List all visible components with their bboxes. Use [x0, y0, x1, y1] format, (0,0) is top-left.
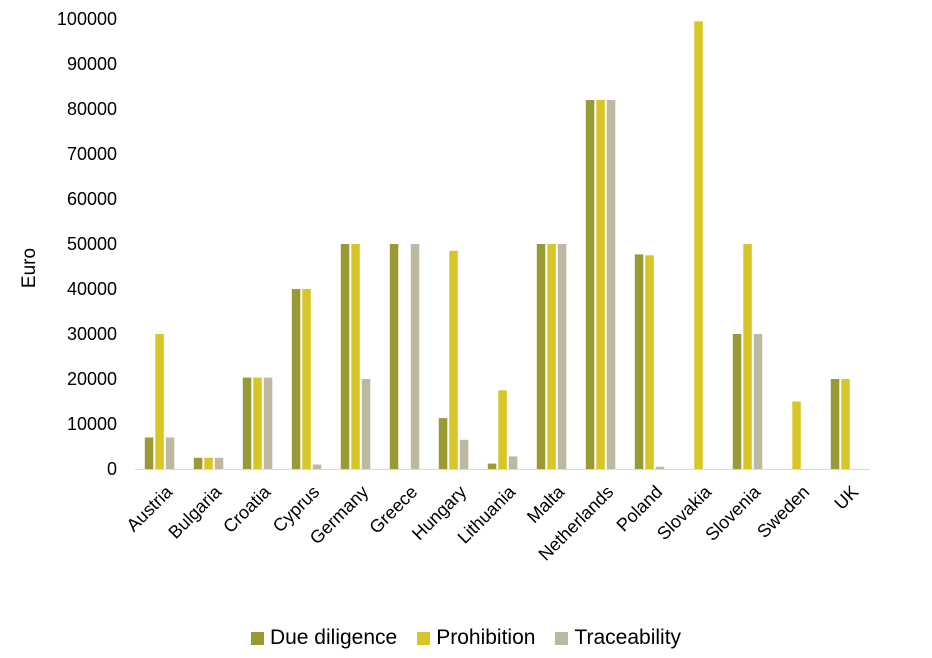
bar-due-diligence-netherlands: [585, 100, 595, 469]
x-tick-label: Sweden: [753, 482, 813, 542]
legend-swatch: [555, 631, 569, 645]
x-tick-label: UK: [830, 482, 862, 514]
bar-prohibition-austria: [155, 334, 164, 469]
legend-swatch: [417, 631, 431, 645]
y-tick-label: 20000: [67, 369, 117, 389]
x-tick-label: Slovenia: [701, 481, 765, 545]
legend-label: Prohibition: [436, 626, 536, 649]
x-tick-label: Malta: [523, 481, 569, 527]
y-tick-label: 40000: [67, 279, 117, 299]
bar-traceability-lithuania: [508, 456, 518, 469]
bar-prohibition-poland: [645, 255, 654, 470]
bar-due-diligence-cyprus: [291, 289, 301, 469]
y-tick-label: 30000: [67, 324, 117, 344]
bar-traceability-malta: [557, 244, 567, 469]
y-tick-label: 50000: [67, 234, 117, 254]
legend-item: Prohibition: [417, 626, 535, 650]
bar-traceability-hungary: [459, 439, 469, 470]
bar-prohibition-sweden: [792, 401, 801, 469]
bar-prohibition-uk: [841, 379, 850, 469]
y-tick-label: 90000: [67, 54, 117, 74]
bar-prohibition-hungary: [449, 250, 458, 470]
bar-traceability-poland: [655, 466, 665, 470]
bar-due-diligence-germany: [340, 244, 350, 469]
bar-due-diligence-hungary: [438, 418, 448, 469]
bar-prohibition-lithuania: [498, 390, 507, 470]
legend-label: Due diligence: [269, 626, 398, 649]
bar-due-diligence-croatia: [242, 377, 252, 469]
bar-prohibition-malta: [547, 244, 556, 469]
y-tick-label: 60000: [67, 189, 117, 209]
legend-label: Traceability: [574, 626, 682, 649]
legend-item: Due diligence: [250, 626, 398, 650]
bar-traceability-cyprus: [312, 464, 322, 469]
bar-traceability-slovenia: [753, 334, 763, 469]
x-tick-label: Bulgaria: [164, 481, 226, 543]
y-axis-title: Euro: [19, 248, 40, 288]
bar-due-diligence-slovenia: [732, 334, 742, 469]
legend: Due diligence Prohibition Traceability: [0, 626, 932, 650]
y-tick-label: 0: [107, 459, 117, 479]
bar-due-diligence-bulgaria: [193, 457, 203, 470]
bar-traceability-bulgaria: [214, 457, 224, 470]
bar-prohibition-netherlands: [596, 100, 605, 469]
legend-swatch: [250, 631, 264, 645]
x-axis-ticks: AustriaBulgariaCroatiaCyprusGermanyGreec…: [123, 481, 863, 564]
bar-traceability-greece: [410, 244, 420, 469]
bar-prohibition-croatia: [253, 377, 262, 469]
bar-due-diligence-poland: [634, 254, 644, 469]
x-tick-label: Croatia: [219, 481, 275, 537]
bar-traceability-austria: [165, 437, 175, 469]
y-tick-label: 70000: [67, 144, 117, 164]
bar-prohibition-germany: [351, 244, 360, 469]
legend-item: Traceability: [555, 626, 681, 650]
bar-traceability-croatia: [263, 377, 273, 469]
bar-prohibition-slovenia: [743, 244, 752, 469]
bar-due-diligence-greece: [389, 244, 399, 469]
y-tick-label: 10000: [67, 414, 117, 434]
bar-due-diligence-uk: [830, 379, 840, 469]
bar-prohibition-slovakia: [694, 21, 703, 470]
y-tick-label: 100000: [57, 9, 117, 29]
bar-due-diligence-lithuania: [487, 463, 497, 469]
bar-traceability-netherlands: [606, 100, 616, 469]
bar-due-diligence-malta: [536, 244, 546, 469]
y-axis-ticks: 0 10000 20000 30000 40000 50000 60000 70000 8000…: [57, 9, 117, 479]
bars: [144, 21, 850, 470]
bar-due-diligence-austria: [144, 437, 154, 469]
y-tick-label: 80000: [67, 99, 117, 119]
bar-traceability-germany: [361, 379, 371, 469]
bar-prohibition-cyprus: [302, 289, 311, 469]
bar-prohibition-bulgaria: [204, 457, 213, 470]
